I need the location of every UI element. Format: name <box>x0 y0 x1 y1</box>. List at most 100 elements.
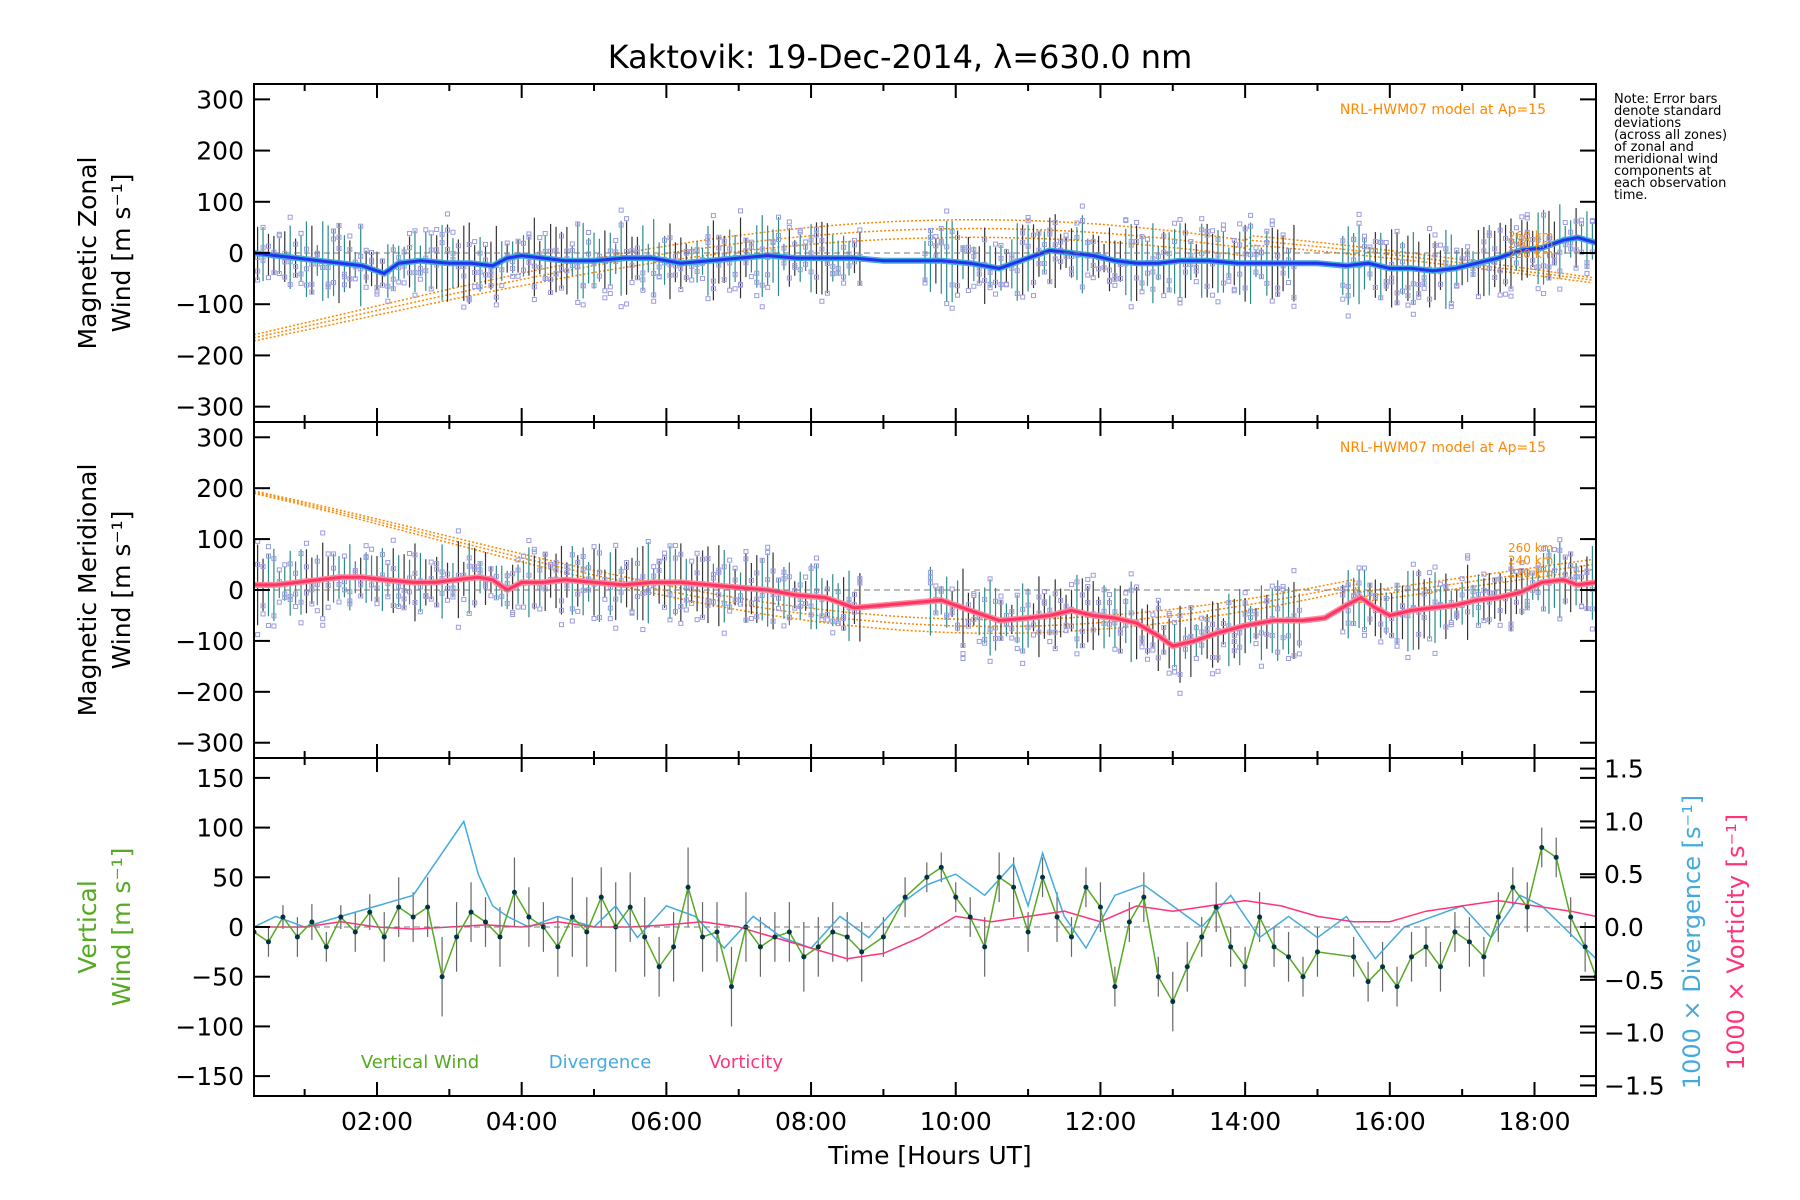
zone-sample <box>1361 244 1367 250</box>
zone-sample <box>1047 231 1053 237</box>
zone-sample <box>553 271 559 277</box>
zone-sample <box>1519 214 1525 220</box>
zone-sample <box>526 234 532 240</box>
zone-sample <box>927 227 933 233</box>
zone-sample <box>1047 629 1053 635</box>
zone-sample <box>260 257 266 263</box>
zone-sample <box>683 597 689 603</box>
zone-sample <box>428 230 434 236</box>
model-label: NRL-HWM07 model at Ap=15 <box>1340 440 1546 456</box>
zone-sample <box>613 542 619 548</box>
zone-sample <box>710 599 716 605</box>
zone-sample <box>748 578 754 584</box>
zone-sample <box>1427 226 1433 232</box>
zone-sample <box>412 270 418 276</box>
zone-sample <box>260 603 266 609</box>
chart-title: Kaktovik: 19-Dec-2014, λ=630.0 nm <box>608 38 1193 76</box>
zone-sample <box>792 605 798 611</box>
vertical-wind-point <box>294 934 300 940</box>
zone-sample <box>1481 571 1487 577</box>
zone-sample <box>813 226 819 232</box>
zone-sample <box>949 610 955 616</box>
zone-sample <box>303 266 309 272</box>
zone-sample <box>379 282 385 288</box>
zone-sample <box>1074 234 1080 240</box>
zone-sample <box>461 596 467 602</box>
zone-sample <box>396 255 402 261</box>
zone-sample <box>542 275 548 281</box>
zone-sample <box>1242 251 1248 257</box>
zone-sample <box>998 255 1004 261</box>
zone-sample <box>1551 253 1557 259</box>
zone-sample <box>721 564 727 570</box>
zone-sample <box>1410 281 1416 287</box>
zone-sample <box>743 617 749 623</box>
zone-sample <box>1356 220 1362 226</box>
zone-sample <box>1231 632 1237 638</box>
zone-sample <box>531 284 537 290</box>
zone-sample <box>624 216 630 222</box>
vertical-wind-point <box>1300 974 1306 980</box>
zone-sample <box>1220 222 1226 228</box>
zone-sample <box>1101 608 1107 614</box>
zone-sample <box>1128 304 1134 310</box>
zone-sample <box>1291 568 1297 574</box>
zone-sample <box>282 259 288 265</box>
zone-sample <box>1345 293 1351 299</box>
zone-sample <box>732 597 738 603</box>
y-tick-label: 100 <box>196 814 244 843</box>
zone-sample <box>656 567 662 573</box>
zone-sample <box>1497 622 1503 628</box>
zone-sample <box>417 276 423 282</box>
zone-sample <box>786 614 792 620</box>
zone-sample <box>1275 291 1281 297</box>
zone-sample <box>303 540 309 546</box>
vertical-wind-point <box>569 914 575 920</box>
wind-series-line <box>254 236 1596 276</box>
zone-sample <box>727 608 733 614</box>
y-axis-label-line: Vertical <box>73 880 102 974</box>
zone-sample <box>407 270 413 276</box>
zone-sample <box>417 270 423 276</box>
zone-sample <box>705 240 711 246</box>
zone-sample <box>1524 212 1530 218</box>
zone-sample <box>1009 252 1015 258</box>
zone-sample <box>629 280 635 286</box>
zone-sample <box>629 262 635 268</box>
zone-sample <box>1058 597 1064 603</box>
zone-sample <box>1584 263 1590 269</box>
zone-sample <box>1052 591 1058 597</box>
zone-sample <box>1237 644 1243 650</box>
zone-sample <box>282 274 288 280</box>
zone-sample <box>1074 636 1080 642</box>
vertical-wind-point <box>1568 914 1574 920</box>
zone-sample <box>314 608 320 614</box>
zone-sample <box>428 247 434 253</box>
zone-sample <box>1492 274 1498 280</box>
zone-sample <box>781 569 787 575</box>
zone-sample <box>1459 576 1465 582</box>
zone-sample <box>320 264 326 270</box>
zone-sample <box>651 271 657 277</box>
zone-sample <box>1237 630 1243 636</box>
zone-sample <box>1139 635 1145 641</box>
zone-sample <box>1589 626 1595 632</box>
zone-sample <box>466 295 472 301</box>
zone-sample <box>445 247 451 253</box>
zone-sample <box>1557 268 1563 274</box>
zone-sample <box>255 561 261 567</box>
vertical-wind-point <box>786 929 792 935</box>
vertical-wind-point <box>844 934 850 940</box>
zone-sample <box>1356 565 1362 571</box>
zone-sample <box>1090 275 1096 281</box>
zone-sample <box>1530 257 1536 263</box>
zone-sample <box>851 237 857 243</box>
zone-sample <box>1437 242 1443 248</box>
y-tick-label: −150 <box>175 1062 244 1091</box>
zone-sample <box>1253 251 1259 257</box>
zone-sample <box>1508 293 1514 299</box>
zone-sample <box>488 283 494 289</box>
zone-sample <box>1014 268 1020 274</box>
zone-sample <box>1421 615 1427 621</box>
zone-sample <box>955 622 961 628</box>
